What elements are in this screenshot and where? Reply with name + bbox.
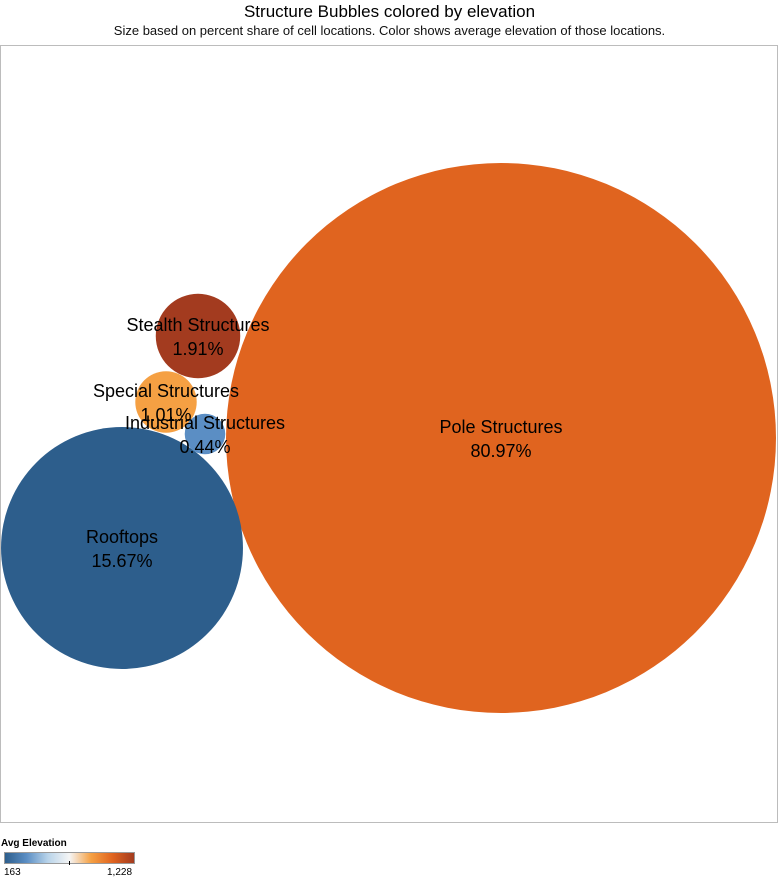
bubble-value-pole-structures: 80.97% <box>470 441 531 461</box>
bubble-rooftops[interactable] <box>1 427 243 669</box>
bubble-stealth-structures[interactable] <box>155 293 241 379</box>
chart-title: Structure Bubbles colored by elevation <box>243 2 536 21</box>
bubble-label-rooftops: Rooftops <box>86 527 158 547</box>
legend-min-label: 163 <box>4 867 21 878</box>
legend-title: Avg Elevation <box>1 838 67 849</box>
bubble-industrial-structures[interactable] <box>184 413 226 455</box>
bubble-pole-structures[interactable] <box>226 163 776 713</box>
bubble-plot-area: Pole Structures 80.97% Rooftops 15.67% Steal… <box>0 45 778 823</box>
chart-subtitle: Size based on percent share of cell loca… <box>113 23 666 38</box>
bubble-label-stealth-structures: Stealth Structures <box>126 315 269 335</box>
bubble-value-rooftops: 15.67% <box>91 551 152 571</box>
bubble-value-special-structures: 1.01% <box>140 405 191 425</box>
bubble-label-industrial-structures: Industrial Structures <box>125 413 285 433</box>
bubble-value-industrial-structures: 0.44% <box>179 437 230 457</box>
color-legend: Avg Elevation 163 1,228 <box>0 836 160 884</box>
bubble-label-pole-structures: Pole Structures <box>439 417 562 437</box>
bubble-special-structures[interactable] <box>135 371 197 433</box>
legend-max-label: 1,228 <box>107 867 133 878</box>
bubble-value-stealth-structures: 1.91% <box>172 339 223 359</box>
bubble-label-special-structures: Special Structures <box>93 381 239 401</box>
bubble-chart: Pole Structures 80.97% Rooftops 15.67% Steal… <box>0 45 778 823</box>
legend-midpoint-tick <box>69 861 70 865</box>
